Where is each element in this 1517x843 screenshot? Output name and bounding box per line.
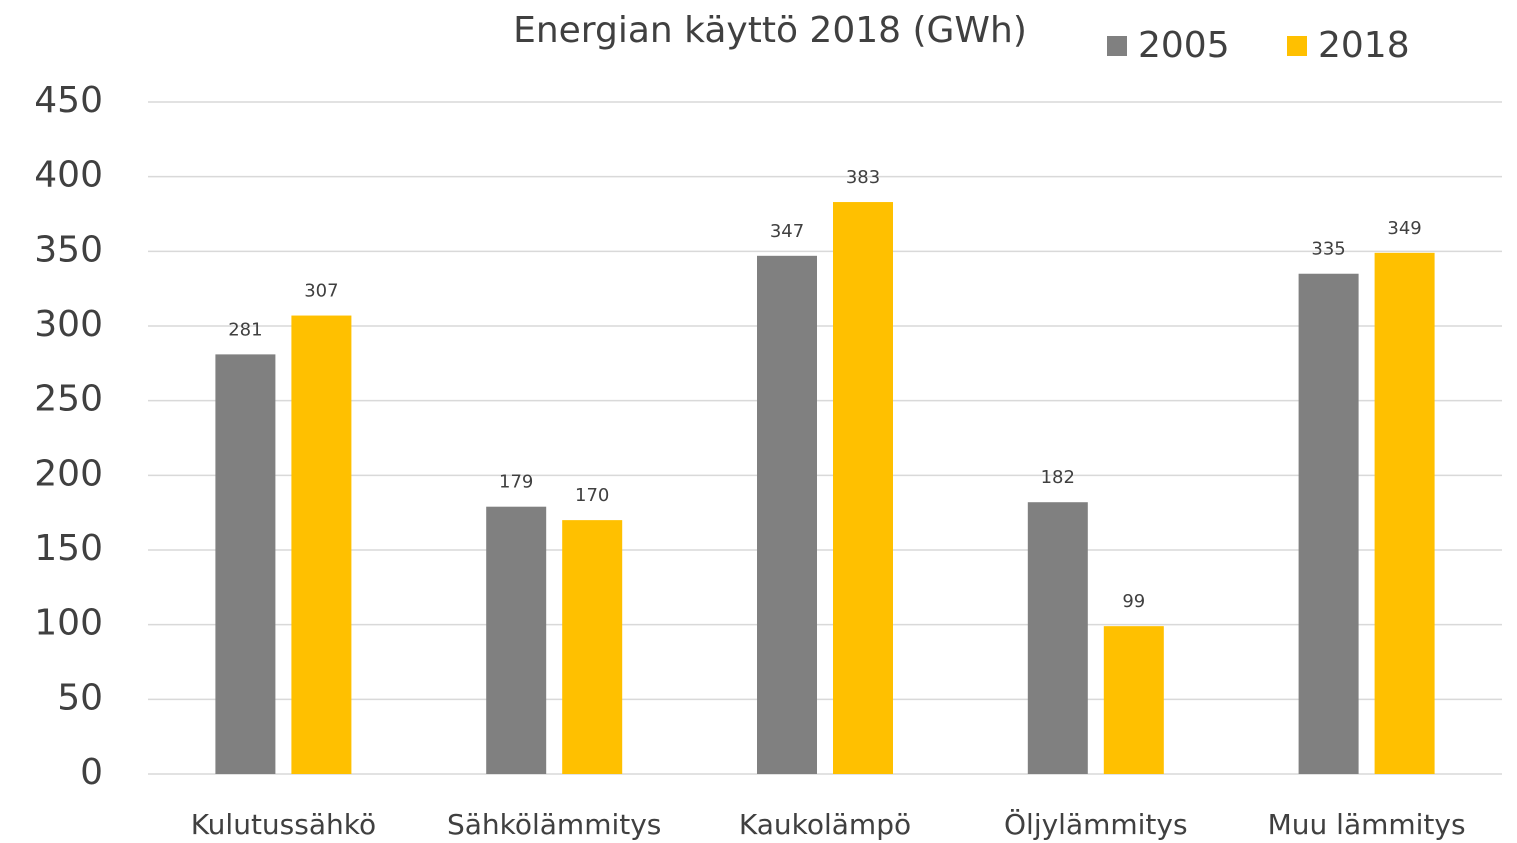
- y-tick-label: 450: [34, 80, 103, 121]
- data-label: 307: [304, 281, 338, 302]
- data-label: 179: [499, 472, 533, 493]
- data-label: 99: [1122, 591, 1145, 612]
- data-label: 182: [1041, 467, 1075, 488]
- y-tick-label: 0: [80, 752, 103, 793]
- data-label: 281: [228, 319, 262, 340]
- y-tick-label: 350: [34, 229, 103, 270]
- bar: [1027, 502, 1088, 774]
- x-tick-label: Muu lämmitys: [1268, 808, 1466, 841]
- y-tick-label: 200: [34, 453, 103, 494]
- y-tick-label: 150: [34, 528, 103, 569]
- x-tick-label: Sähkölämmitys: [447, 808, 661, 841]
- bar: [1103, 626, 1164, 774]
- legend-label: 2005: [1138, 25, 1230, 66]
- data-label: 335: [1311, 239, 1345, 260]
- legend-label: 2018: [1318, 25, 1410, 66]
- legend-swatch: [1107, 36, 1127, 56]
- bar: [562, 520, 623, 774]
- y-tick-label: 50: [57, 677, 103, 718]
- x-tick-label: Kulutussähkö: [191, 808, 376, 841]
- y-tick-label: 100: [34, 603, 103, 644]
- y-tick-label: 250: [34, 379, 103, 420]
- bar: [215, 354, 276, 774]
- data-label: 170: [575, 485, 609, 506]
- y-tick-label: 400: [34, 155, 103, 196]
- bar: [1374, 252, 1435, 774]
- x-tick-label: Öljylämmitys: [1004, 807, 1188, 841]
- bar: [486, 506, 547, 774]
- legend-swatch: [1287, 36, 1307, 56]
- x-tick-label: Kaukolämpö: [739, 808, 911, 841]
- chart-title: Energian käyttö 2018 (GWh): [513, 10, 1027, 51]
- y-tick-label: 300: [34, 304, 103, 345]
- bar: [833, 202, 893, 774]
- data-label: 349: [1387, 218, 1421, 239]
- bar: [291, 315, 352, 774]
- bar: [757, 255, 817, 774]
- data-label: 383: [846, 167, 880, 188]
- data-label: 347: [770, 221, 804, 242]
- bar: [1298, 273, 1359, 774]
